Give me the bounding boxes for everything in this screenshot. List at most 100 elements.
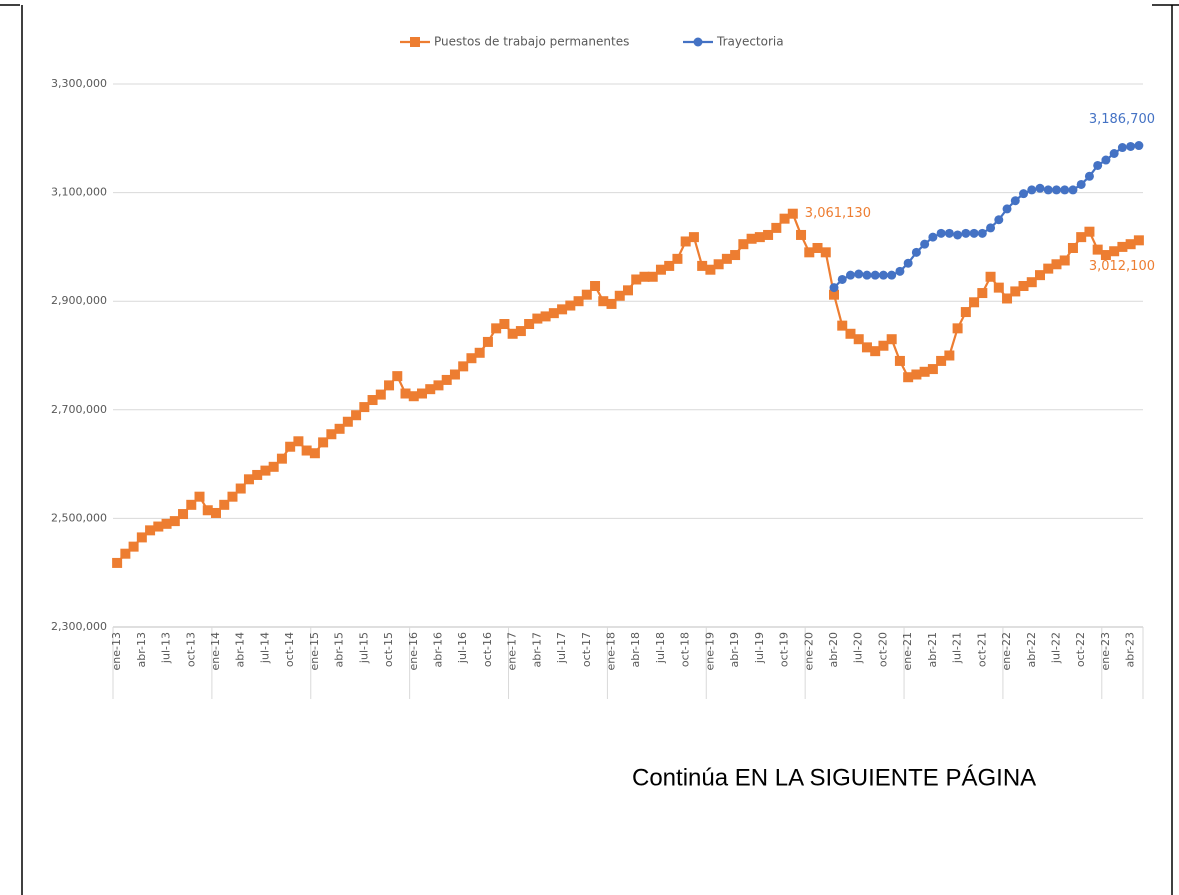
marker — [986, 223, 996, 233]
marker — [1109, 149, 1119, 159]
marker — [243, 474, 254, 485]
x-tick-label: jul-22 — [1049, 632, 1062, 664]
marker — [433, 380, 444, 391]
marker — [887, 270, 897, 280]
marker — [1051, 185, 1061, 195]
marker — [1010, 286, 1021, 297]
marker — [326, 429, 337, 440]
marker — [136, 532, 147, 543]
marker — [944, 228, 954, 238]
marker — [837, 320, 848, 331]
x-tick-label: ene-19 — [703, 632, 716, 670]
marker — [351, 410, 362, 421]
x-tick-label: abr-18 — [629, 632, 642, 668]
marker — [903, 372, 914, 383]
marker — [590, 280, 601, 291]
marker — [120, 548, 131, 559]
x-tick-label: jul-19 — [753, 632, 766, 664]
data-label: 3,186,700 — [1089, 112, 1155, 127]
marker — [1019, 189, 1029, 199]
marker — [1027, 185, 1037, 195]
x-tick-label: jul-14 — [258, 632, 271, 664]
marker — [1060, 185, 1070, 195]
marker — [169, 516, 180, 527]
marker — [804, 247, 815, 258]
x-tick-label: oct-21 — [975, 632, 988, 667]
marker — [161, 518, 172, 529]
marker — [276, 453, 287, 464]
marker — [441, 374, 452, 385]
marker — [252, 469, 263, 480]
x-tick-label: ene-20 — [802, 632, 815, 670]
x-tick-label: abr-22 — [1025, 632, 1038, 668]
marker — [746, 233, 757, 244]
marker — [614, 290, 625, 301]
marker — [738, 239, 749, 250]
marker — [359, 402, 370, 413]
marker — [1076, 232, 1087, 243]
x-tick-label: ene-23 — [1099, 632, 1112, 670]
y-tick-label: 2,700,000 — [51, 403, 107, 416]
marker — [573, 296, 584, 307]
marker — [862, 270, 872, 280]
y-tick-label: 2,300,000 — [51, 620, 107, 633]
marker — [1100, 250, 1111, 261]
x-tick-label: abr-16 — [431, 632, 444, 668]
marker — [194, 491, 205, 502]
marker — [853, 334, 864, 345]
marker — [1010, 196, 1020, 206]
marker — [994, 215, 1004, 225]
marker — [829, 289, 839, 300]
marker — [491, 323, 502, 334]
marker — [812, 242, 823, 253]
marker — [202, 505, 213, 516]
marker — [408, 391, 419, 402]
marker — [318, 437, 329, 448]
marker — [1093, 160, 1103, 170]
x-tick-label: abr-20 — [827, 632, 840, 668]
x-tick-label: oct-13 — [184, 632, 197, 667]
legend-label: Trayectoria — [716, 35, 784, 49]
marker — [878, 270, 888, 280]
marker — [1035, 183, 1045, 193]
x-tick-label: jul-13 — [160, 632, 173, 664]
marker — [623, 285, 633, 296]
data-label: 3,012,100 — [1089, 259, 1155, 274]
marker — [680, 236, 691, 247]
marker — [112, 557, 123, 568]
marker — [211, 507, 221, 518]
marker — [631, 274, 642, 285]
marker — [911, 369, 922, 380]
marker — [606, 298, 617, 309]
marker — [779, 213, 790, 224]
x-tick-label: abr-15 — [333, 632, 346, 668]
marker — [1076, 179, 1086, 189]
marker — [598, 296, 609, 307]
marker — [1043, 185, 1053, 195]
x-tick-label: abr-19 — [728, 632, 741, 668]
marker — [1133, 235, 1144, 246]
marker — [870, 346, 881, 357]
series-line — [116, 212, 1140, 564]
marker — [1051, 259, 1062, 270]
legend-label: Puestos de trabajo permanentes — [434, 35, 629, 49]
marker — [688, 232, 699, 243]
marker — [417, 388, 427, 399]
x-tick-label: ene-16 — [407, 632, 420, 670]
marker — [969, 297, 980, 308]
x-tick-label: jul-17 — [555, 632, 568, 664]
marker — [1109, 246, 1120, 257]
marker — [1026, 277, 1037, 288]
marker — [227, 491, 238, 502]
marker — [128, 541, 139, 552]
marker — [837, 274, 847, 284]
marker — [870, 270, 880, 280]
marker — [705, 264, 716, 275]
x-tick-label: abr-21 — [926, 632, 939, 668]
marker — [235, 483, 246, 494]
x-tick-label: ene-13 — [110, 632, 123, 670]
page-note: Continúa EN LA SIGUIENTE PÁGINA — [632, 764, 1036, 791]
marker — [1067, 242, 1078, 253]
x-tick-label: jul-16 — [456, 632, 469, 664]
marker — [1084, 171, 1094, 181]
